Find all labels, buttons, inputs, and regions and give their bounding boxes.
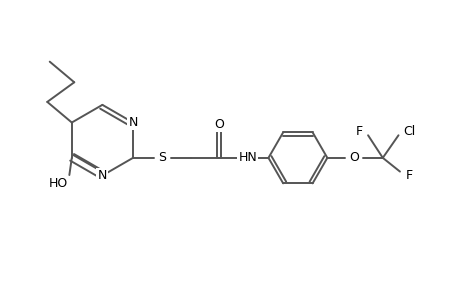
Text: O: O bbox=[349, 152, 358, 164]
Text: F: F bbox=[405, 169, 413, 182]
Text: HN: HN bbox=[238, 152, 257, 164]
Text: O: O bbox=[214, 118, 224, 131]
Text: N: N bbox=[128, 116, 137, 129]
Text: N: N bbox=[97, 169, 107, 182]
Text: S: S bbox=[158, 152, 166, 164]
Text: F: F bbox=[355, 125, 362, 138]
Text: Cl: Cl bbox=[402, 125, 414, 138]
Text: HO: HO bbox=[49, 177, 68, 190]
